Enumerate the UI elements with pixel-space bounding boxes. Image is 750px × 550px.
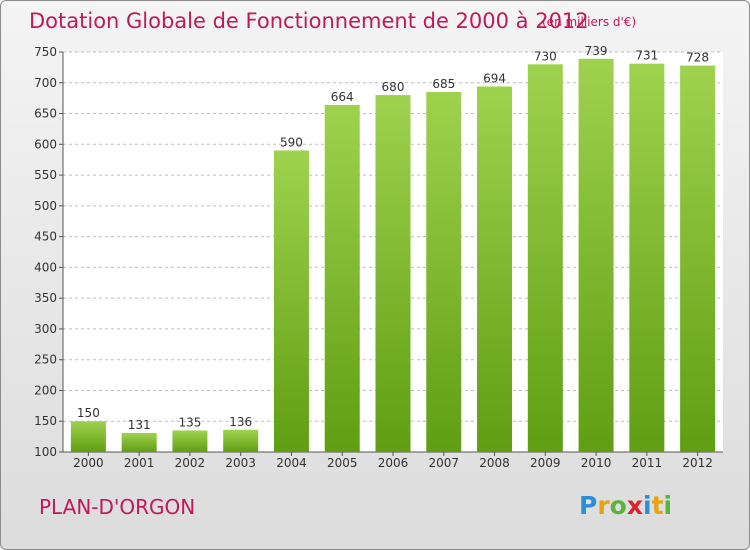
x-tick-label: 2010 [581, 456, 612, 470]
x-tick-label: 2000 [73, 456, 104, 470]
bar [172, 430, 208, 452]
x-tick-label: 2004 [276, 456, 307, 470]
y-tick-label: 200 [34, 383, 57, 397]
data-label: 136 [229, 415, 252, 429]
x-tick-label: 2009 [530, 456, 561, 470]
commune-name: PLAN-D'ORGON [39, 495, 196, 519]
bar [680, 65, 716, 453]
bar [70, 421, 106, 452]
logo-letter: i [663, 491, 673, 520]
data-label: 590 [280, 135, 303, 149]
chart-title: Dotation Globale de Fonctionnement de 20… [29, 9, 589, 33]
bar [324, 104, 360, 452]
data-label: 135 [178, 415, 201, 429]
bar [578, 58, 614, 453]
x-tick-label: 2003 [225, 456, 256, 470]
y-tick-label: 500 [34, 199, 57, 213]
y-tick-label: 350 [34, 291, 57, 305]
bar [121, 432, 157, 452]
y-tick-label: 150 [34, 414, 57, 428]
x-tick-label: 2006 [378, 456, 409, 470]
logo-letter: x [626, 491, 643, 520]
logo-letter: i [643, 491, 652, 520]
bar [426, 92, 462, 452]
y-tick-label: 300 [34, 322, 57, 336]
y-tick-label: 400 [34, 260, 57, 274]
chart-subtitle: (en milliers d'€) [542, 15, 637, 29]
bar [273, 150, 309, 452]
y-tick-label: 450 [34, 230, 57, 244]
y-tick-label: 550 [34, 168, 57, 182]
x-tick-label: 2007 [428, 456, 459, 470]
data-label: 728 [686, 51, 709, 65]
data-label: 739 [585, 44, 608, 58]
x-tick-label: 2002 [175, 456, 206, 470]
y-tick-label: 600 [34, 137, 57, 151]
data-label: 685 [432, 77, 455, 91]
logo-letter: o [609, 491, 627, 520]
x-tick-label: 2005 [327, 456, 358, 470]
logo-letter: P [579, 491, 598, 520]
logo-letter: r [597, 491, 610, 520]
y-tick-label: 650 [34, 107, 57, 121]
data-label: 680 [382, 80, 405, 94]
proxiti-logo[interactable]: Proxiti [579, 491, 672, 520]
data-label: 730 [534, 49, 557, 63]
bar [629, 63, 665, 452]
y-tick-label: 750 [34, 45, 57, 59]
bar [527, 64, 563, 453]
y-tick-label: 100 [34, 445, 57, 459]
data-label: 150 [77, 406, 100, 420]
bar [223, 429, 259, 452]
logo-letter: t [651, 491, 664, 520]
data-label: 664 [331, 90, 354, 104]
data-label: 694 [483, 71, 506, 85]
bar [477, 86, 513, 452]
x-tick-label: 2012 [682, 456, 713, 470]
x-tick-label: 2011 [632, 456, 663, 470]
x-tick-label: 2008 [479, 456, 510, 470]
y-tick-label: 700 [34, 76, 57, 90]
bar [375, 95, 411, 453]
data-label: 731 [635, 49, 658, 63]
y-tick-label: 250 [34, 353, 57, 367]
data-label: 131 [128, 418, 151, 432]
x-tick-label: 2001 [124, 456, 155, 470]
